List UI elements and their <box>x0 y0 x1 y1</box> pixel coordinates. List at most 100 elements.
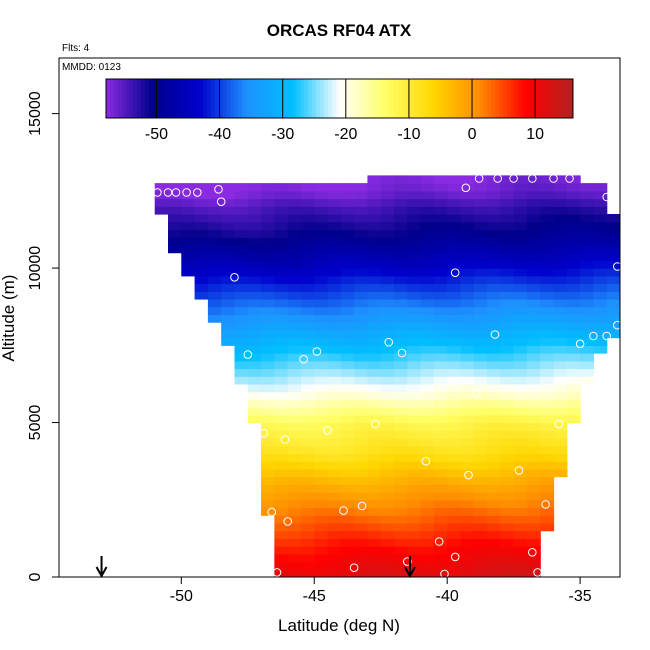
heat-cell <box>327 453 342 462</box>
heat-cell <box>420 190 435 200</box>
y-tick-label: 10000 <box>27 246 44 291</box>
heat-cell <box>221 229 236 238</box>
heat-cell <box>553 399 568 408</box>
y-tick-label: 5000 <box>27 405 44 441</box>
heat-cell <box>247 237 262 246</box>
heat-cell <box>340 530 355 539</box>
heat-cell <box>247 214 262 223</box>
heat-cell <box>526 453 541 462</box>
heat-cell <box>394 329 408 339</box>
heat-cell <box>261 476 275 485</box>
colorbar-segment <box>382 79 387 118</box>
heat-cell <box>487 345 501 354</box>
flight-point <box>153 188 162 197</box>
colorbar-segment <box>164 79 169 118</box>
heat-cell <box>354 484 369 493</box>
flight-point <box>230 273 239 282</box>
heat-cell <box>447 283 462 292</box>
heat-cell <box>234 291 249 300</box>
heat-cell <box>407 322 422 331</box>
heat-cell <box>540 407 555 416</box>
heat-cell <box>340 546 355 555</box>
heat-cell <box>526 522 541 532</box>
heat-cell <box>447 561 462 570</box>
heat-cell <box>234 329 249 339</box>
heat-cell <box>513 468 528 478</box>
heat-cell <box>460 376 475 385</box>
heat-cell <box>420 275 435 285</box>
heat-cell <box>500 569 515 577</box>
heat-cell <box>394 569 408 577</box>
colorbar-segment <box>246 79 251 118</box>
heat-cell <box>526 275 541 285</box>
heat-cell <box>420 337 435 346</box>
heat-cell <box>194 283 209 292</box>
heat-cell <box>354 306 369 316</box>
heat-cell <box>513 461 528 470</box>
heat-cell <box>460 414 475 424</box>
colorbar-segment <box>452 79 457 118</box>
heat-cell <box>300 360 315 370</box>
heat-cell <box>327 538 342 547</box>
heat-cell <box>394 476 408 485</box>
heat-cell <box>367 461 382 470</box>
heat-cell <box>287 229 302 238</box>
heat-cell <box>460 322 475 331</box>
heat-cell <box>314 492 329 501</box>
heat-cell <box>367 237 382 246</box>
heat-cell <box>314 414 329 424</box>
heat-cell <box>606 314 620 323</box>
heat-cell <box>380 484 395 493</box>
colorbar-segment <box>393 79 399 118</box>
heat-cell <box>420 507 435 516</box>
heat-cell <box>340 322 355 331</box>
heat-cell <box>540 183 555 192</box>
heat-cell <box>566 360 581 370</box>
heat-cell <box>540 422 555 431</box>
heat-cell <box>394 183 408 192</box>
heat-cell <box>420 461 435 470</box>
colorbar-segment <box>269 79 274 118</box>
flight-point <box>397 348 407 358</box>
heat-cell <box>513 383 528 393</box>
heat-cell <box>500 275 515 285</box>
heat-cell <box>394 484 408 493</box>
heat-cell <box>274 546 289 555</box>
heat-cell <box>460 198 475 207</box>
heat-cell <box>540 337 555 346</box>
heat-cell <box>327 283 342 292</box>
heat-cell <box>394 561 408 570</box>
heat-cell <box>526 298 541 308</box>
heat-cell <box>407 507 422 516</box>
heat-cell <box>274 322 289 331</box>
heat-cell <box>287 291 302 300</box>
heat-cell <box>394 422 408 431</box>
colorbar-segment <box>475 79 481 118</box>
heat-cell <box>300 522 315 532</box>
heat-cell <box>394 237 408 246</box>
heat-cell <box>327 546 342 555</box>
heat-cell <box>314 275 329 285</box>
colorbar-segment <box>199 79 204 118</box>
heat-cell <box>447 376 462 385</box>
heat-cell <box>207 214 222 223</box>
heat-cell <box>367 283 382 292</box>
heat-cell <box>500 237 515 246</box>
heat-cell <box>553 329 568 339</box>
heat-cell <box>354 561 369 570</box>
heat-cell <box>553 391 568 400</box>
heat-cell <box>287 507 302 516</box>
heat-cell <box>367 329 382 339</box>
heat-cell <box>420 422 435 431</box>
heat-cell <box>526 553 541 563</box>
heat-cell <box>447 183 462 192</box>
colorbar-segment <box>401 79 407 118</box>
flight-point <box>182 188 191 197</box>
heat-cell <box>566 221 581 231</box>
heat-cell <box>354 283 369 292</box>
heat-cell <box>367 221 382 231</box>
heat-cell <box>580 368 595 377</box>
heat-cell <box>513 422 528 431</box>
heat-cell <box>487 298 501 308</box>
heat-cell <box>367 214 382 223</box>
